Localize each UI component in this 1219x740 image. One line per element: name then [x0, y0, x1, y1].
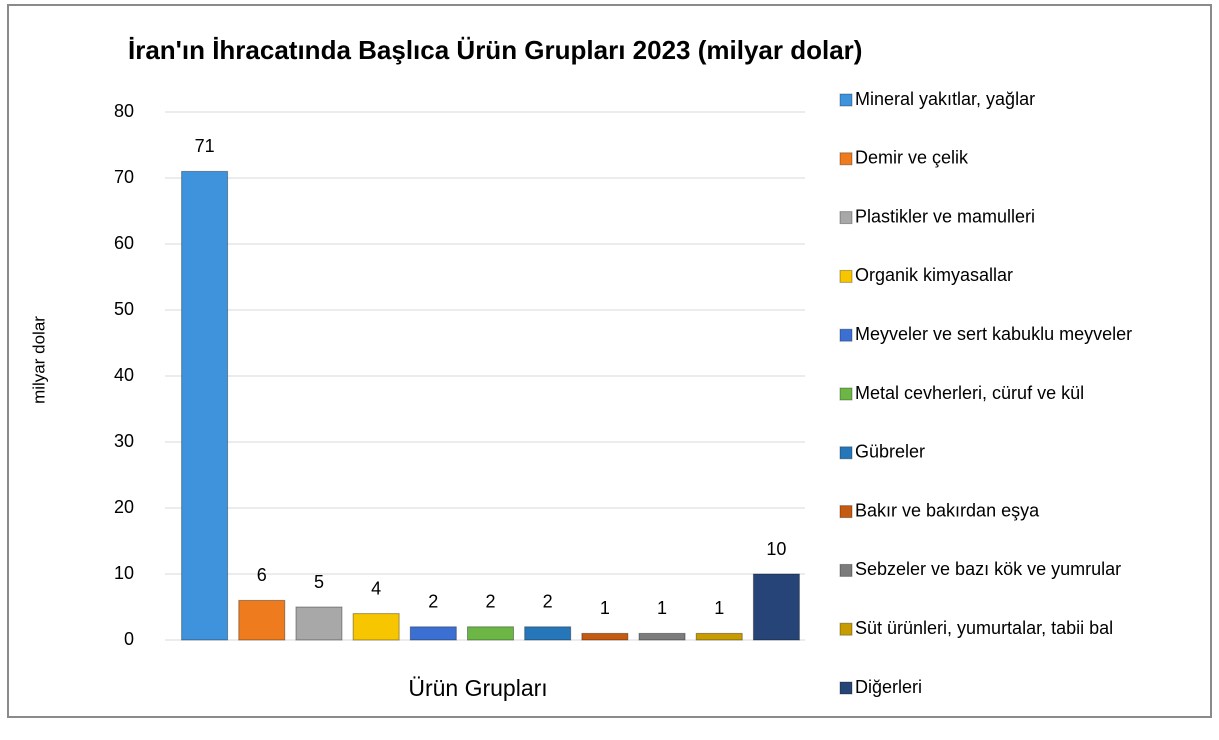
data-label: 1 — [714, 598, 724, 618]
legend-label: Metal cevherleri, cüruf ve kül — [855, 383, 1084, 403]
legend-swatch — [839, 152, 853, 166]
y-tick-label: 30 — [114, 431, 134, 451]
legend-swatch — [839, 93, 853, 107]
data-label: 4 — [371, 578, 381, 598]
data-label: 1 — [600, 598, 610, 618]
legend-label: Mineral yakıtlar, yağlar — [855, 89, 1035, 109]
legend-swatch — [839, 328, 853, 342]
bar — [352, 613, 400, 641]
bar — [524, 626, 572, 641]
bar — [409, 626, 457, 641]
legend-label: Organik kimyasallar — [855, 265, 1013, 285]
x-axis-title: Ürün Grupları — [408, 675, 547, 701]
legend-swatch — [839, 387, 853, 401]
y-tick-label: 50 — [114, 299, 134, 319]
bar — [752, 573, 800, 641]
legend-swatch — [839, 211, 853, 225]
legend-swatch — [839, 563, 853, 577]
data-label: 6 — [257, 565, 267, 585]
bar — [581, 632, 629, 641]
y-tick-label: 10 — [114, 563, 134, 583]
y-tick-label: 70 — [114, 167, 134, 187]
legend-label: Meyveler ve sert kabuklu meyveler — [855, 324, 1132, 344]
legend-label: Sebzeler ve bazı kök ve yumrular — [855, 559, 1121, 579]
legend-swatch — [839, 681, 853, 695]
bar — [695, 632, 743, 641]
legend-label: Bakır ve bakırdan eşya — [855, 500, 1040, 520]
legend-label: Gübreler — [855, 442, 925, 462]
data-label: 10 — [766, 539, 786, 559]
y-tick-label: 60 — [114, 233, 134, 253]
y-tick-label: 0 — [124, 629, 134, 649]
data-label: 2 — [485, 592, 495, 612]
data-label: 2 — [543, 592, 553, 612]
legend-label: Diğerleri — [855, 677, 922, 697]
legend-swatch — [839, 446, 853, 460]
bar — [181, 170, 229, 641]
y-tick-label: 40 — [114, 365, 134, 385]
data-label: 71 — [195, 136, 215, 156]
bar — [295, 606, 343, 641]
legend-label: Plastikler ve mamulleri — [855, 206, 1035, 226]
legend-swatch — [839, 505, 853, 519]
chart-title: İran'ın İhracatında Başlıca Ürün Gruplar… — [128, 35, 862, 65]
data-label: 5 — [314, 572, 324, 592]
bar — [467, 626, 514, 641]
bar — [238, 599, 286, 641]
data-label: 1 — [657, 598, 667, 618]
data-label: 2 — [428, 592, 438, 612]
legend-label: Süt ürünleri, yumurtalar, tabii bal — [855, 618, 1113, 638]
bar — [638, 632, 686, 641]
legend-swatch — [839, 269, 853, 283]
legend-swatch — [839, 622, 853, 636]
y-axis-title: milyar dolar — [29, 316, 48, 404]
y-tick-label: 20 — [114, 497, 134, 517]
legend-label: Demir ve çelik — [855, 148, 969, 168]
y-tick-label: 80 — [114, 101, 134, 121]
